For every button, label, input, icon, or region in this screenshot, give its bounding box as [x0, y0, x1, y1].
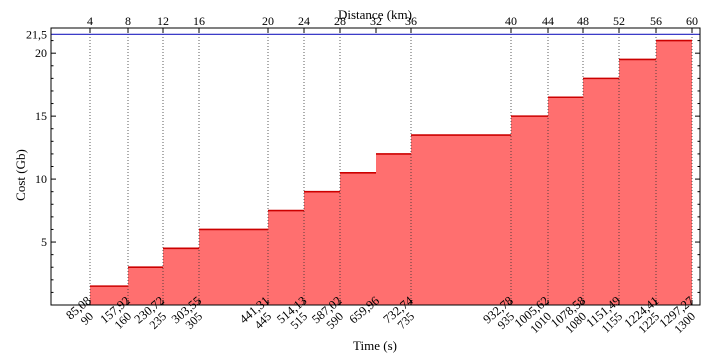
step-fill-2 [128, 267, 163, 305]
step-fill-13 [619, 59, 656, 306]
x-axis-title: Time (s) [353, 338, 397, 353]
x2-tick-label-4: 16 [193, 14, 205, 28]
step-fill-7 [340, 172, 376, 305]
step-fill-14 [656, 40, 692, 305]
step-fill-1 [90, 286, 128, 305]
x2-tick-label-13: 52 [613, 14, 625, 28]
x2-tick-label-6: 24 [298, 14, 310, 28]
x2-tick-label-5: 20 [262, 14, 274, 28]
x2-tick-label-7: 28 [334, 14, 346, 28]
y-tick-label-2: 10 [35, 172, 47, 186]
area-fill-layer [90, 40, 692, 306]
y-tick-label-4: 20 [35, 46, 47, 60]
x2-tick-label-3: 12 [157, 14, 169, 28]
y-tick-label-1: 5 [41, 235, 47, 249]
x2-tick-label-1: 4 [87, 14, 93, 28]
y-axis-title: Cost (Gb) [13, 149, 28, 201]
step-fill-8 [376, 153, 411, 305]
step-fill-10 [511, 116, 548, 306]
step-fill-11 [548, 97, 583, 305]
step-fill-6 [304, 191, 340, 305]
x2-tick-label-2: 8 [125, 14, 131, 28]
x2-tick-label-9: 36 [405, 14, 417, 28]
step-fill-12 [583, 78, 619, 305]
x2-tick-label-15: 60 [686, 14, 698, 28]
x2-tick-label-14: 56 [650, 14, 662, 28]
x2-tick-label-8: 32 [370, 14, 382, 28]
step-fill-3 [163, 248, 199, 305]
step-fill-9 [411, 135, 511, 305]
reference-line-label: 21,5 [26, 27, 47, 41]
reference-layer: 21,5 [26, 27, 700, 41]
x2-tick-label-10: 40 [505, 14, 517, 28]
grid-layer [89, 28, 693, 305]
x2-axis-title: Distance (km) [338, 7, 412, 22]
x2-tick-label-11: 44 [542, 14, 554, 28]
x2-tick-label-12: 48 [577, 14, 589, 28]
step-fill-4 [199, 229, 268, 305]
y-tick-label-3: 15 [35, 109, 47, 123]
step-line-layer [90, 39, 692, 287]
step-fill-5 [268, 210, 304, 305]
